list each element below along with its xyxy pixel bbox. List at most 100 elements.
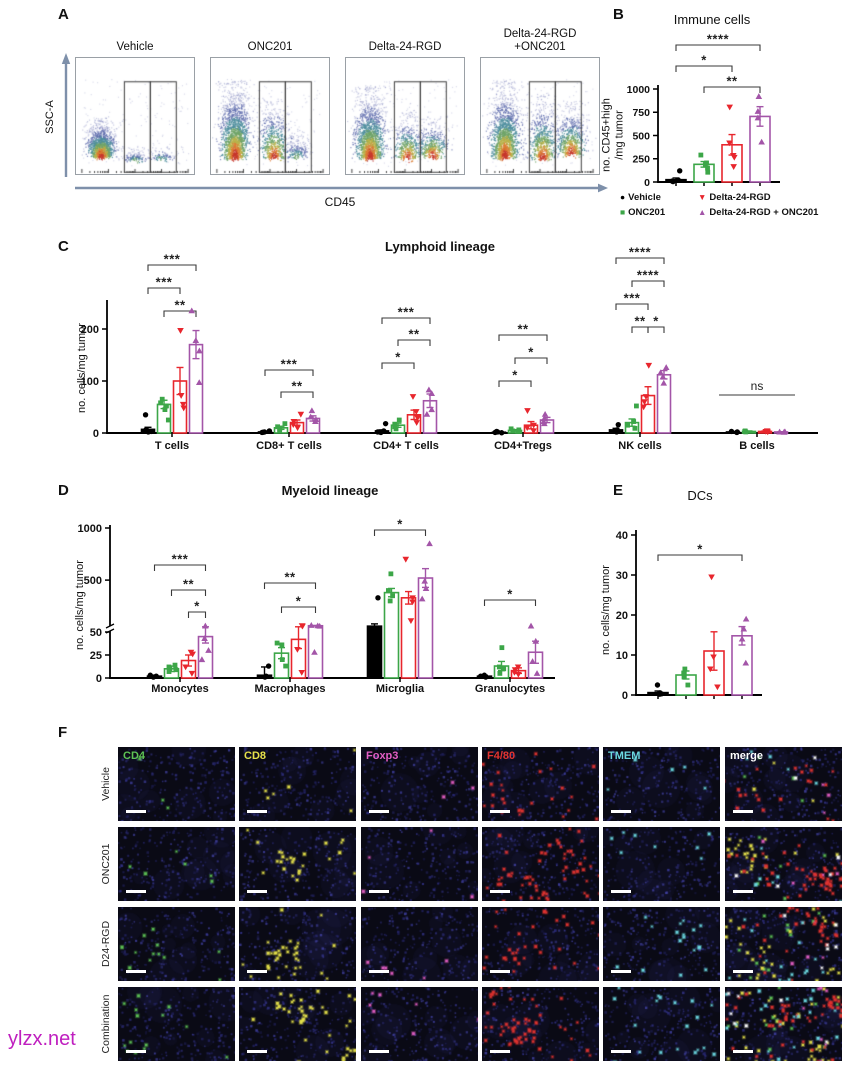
axis-tick-label: 0 [622,690,628,702]
flow-density-plot [481,58,599,174]
axis-tick-label: 50 [90,627,102,639]
significance-stars: * [697,542,703,557]
panel-d-title: Myeloid lineage [281,483,379,498]
data-point [266,428,273,434]
significance-stars: * [194,599,200,614]
data-point [308,407,316,414]
significance-bracket [675,65,733,72]
data-point [188,307,196,314]
significance-bracket [280,606,317,613]
significance-bracket [397,339,431,346]
data-point [421,577,428,584]
significance-bracket [280,391,314,398]
data-point [625,422,631,428]
significance-bracket [647,326,665,333]
group-label: B cells [739,440,774,452]
data-point [392,421,398,427]
data-point [754,108,762,114]
significance-stars: *** [172,552,189,567]
data-point [143,427,149,433]
flow-y-axis-label: SSC-A [43,100,56,134]
significance-stars: ** [726,74,738,89]
data-point [781,428,789,435]
data-point [641,399,648,406]
if-channel-label: TMEM [608,750,641,762]
if-image-combination-cd4 [118,987,235,1061]
legend-item: ■ ONC201 [620,207,665,218]
data-point [675,177,682,184]
legend-item-label: Delta-24-RGD + ONC201 [709,207,819,218]
legend-item: ▲ Delta-24-RGD + ONC201 [698,207,818,218]
scale-bar [733,810,753,813]
axis-tick-label: 100 [81,376,99,388]
flow-density-plot [76,58,194,174]
panel-b-title: Immune cells [673,12,751,27]
group-label: CD4+Tregs [494,440,552,452]
significance-stars: *** [281,357,298,372]
significance-bracket [631,280,665,287]
if-image-vehicle-foxp3 [361,747,478,821]
significance-stars: ** [291,379,303,394]
data-point [681,674,687,680]
panel-b-label: B [613,6,624,23]
if-image-d24-rgd-cd4 [118,907,235,981]
data-point [533,670,541,676]
data-point [530,422,537,429]
significance-stars: * [507,587,513,602]
significance-bracket [615,257,665,264]
data-point [714,684,721,691]
scale-bar [611,890,631,893]
data-point [708,574,715,581]
data-point [685,682,691,688]
data-point [532,637,540,644]
data-point [481,672,488,678]
significance-stars: ** [174,298,186,313]
axis-tick-label: 25 [90,650,102,662]
significance-stars: ** [517,322,529,337]
data-point [515,671,522,678]
data-point [390,593,396,599]
if-image-vehicle-merge [725,747,842,821]
data-point [660,379,668,386]
significance-stars: **** [629,245,652,260]
triangle-down-marker-icon: ▼ [698,192,707,202]
ssc-axis-arrowhead-icon [61,53,71,64]
if-image-vehicle-tmem [603,747,720,821]
data-point [409,599,416,606]
if-channel-label: F4/80 [487,750,516,762]
significance-stars: *** [398,305,415,320]
data-point [261,429,268,435]
data-point [162,407,168,412]
scale-bar [247,970,267,973]
significance-bracket [373,529,427,536]
data-point [734,429,740,435]
significance-bracket [163,310,197,317]
dcs-chart: 0 10 20 30 40 * [616,530,762,702]
data-point [698,152,704,158]
data-point [177,393,185,399]
if-image-d24-rgd-cd8 [239,907,356,981]
scale-bar [733,1050,753,1053]
flow-plot [345,57,465,175]
scale-bar [126,890,146,893]
axis-tick-label: 1000 [627,84,651,96]
if-image-d24-rgd-f4-80 [482,907,599,981]
data-point [142,412,149,418]
scale-bar [369,810,389,813]
flow-plot-title: ONC201 [247,41,293,53]
data-point [396,417,402,423]
if-image-combination-tmem [603,987,720,1061]
data-point [632,425,638,431]
group-label: CD8+ T cells [256,440,322,452]
data-point [662,364,670,370]
data-point [297,411,305,418]
data-point [385,588,391,593]
data-point [508,426,514,432]
significance-stars: ** [183,577,195,592]
significance-stars: ** [634,314,646,329]
if-image-combination-merge [725,987,842,1061]
data-point [493,428,500,435]
flow-density-plot [211,58,329,174]
data-point [201,635,208,641]
data-point [682,666,688,672]
